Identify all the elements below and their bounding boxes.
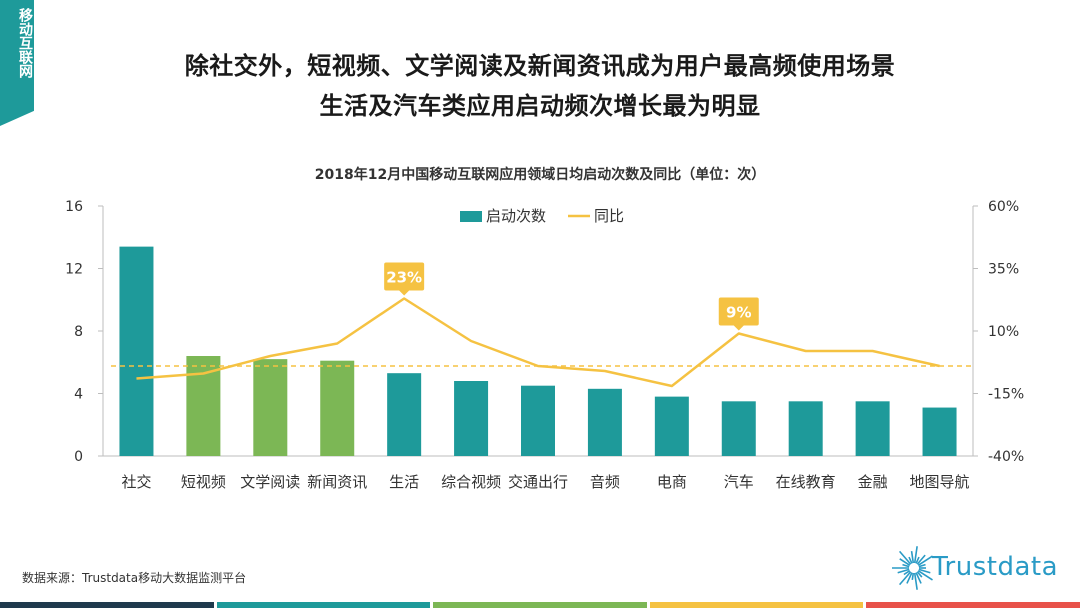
category-label: 地图导航 bbox=[910, 473, 970, 491]
bar-汽车 bbox=[721, 401, 756, 456]
yoy-line bbox=[136, 297, 940, 388]
sunburst-ray bbox=[916, 554, 926, 565]
left-tick-label: 12 bbox=[65, 262, 83, 278]
right-tick-label: -15% bbox=[988, 387, 1024, 403]
sunburst-ray bbox=[913, 572, 918, 590]
footer-segment bbox=[216, 602, 431, 608]
right-tick-label: -40% bbox=[988, 449, 1024, 465]
left-tick-label: 16 bbox=[65, 199, 83, 215]
category-label: 新闻资讯 bbox=[307, 473, 367, 491]
annotation-label: 9% bbox=[726, 304, 751, 322]
category-label: 社交 bbox=[121, 473, 151, 491]
category-label: 生活 bbox=[389, 473, 419, 491]
legend-bar-label: 启动次数 bbox=[486, 207, 546, 225]
legend-bar-swatch bbox=[460, 211, 482, 222]
sunburst-ray bbox=[915, 572, 922, 584]
footer-color-bar bbox=[0, 602, 1080, 608]
category-label: 短视频 bbox=[181, 473, 226, 491]
sunburst-ray bbox=[910, 551, 915, 564]
annotation-pointer bbox=[733, 325, 744, 331]
category-label: 音频 bbox=[590, 473, 620, 491]
sunburst-ray bbox=[913, 546, 918, 564]
category-label: 交通出行 bbox=[508, 473, 568, 491]
sunburst-ray bbox=[915, 556, 920, 564]
right-tick-label: 10% bbox=[988, 324, 1019, 340]
left-tick-label: 4 bbox=[74, 387, 83, 403]
sunburst-ray bbox=[918, 563, 926, 568]
sunburst-ray bbox=[916, 571, 923, 578]
left-tick-label: 0 bbox=[74, 449, 83, 465]
sunburst-icon bbox=[892, 546, 933, 590]
trustdata-logo: Trustdata bbox=[892, 536, 1072, 596]
sunburst-ray bbox=[906, 572, 913, 584]
footer-segment bbox=[433, 602, 647, 608]
annotation-box bbox=[384, 262, 425, 291]
sunburst-ray bbox=[917, 555, 933, 566]
sunburst-ray bbox=[911, 572, 915, 580]
bar-文学阅读 bbox=[253, 359, 288, 456]
category-label: 文学阅读 bbox=[240, 473, 300, 491]
annotation-box bbox=[718, 297, 759, 326]
category-label: 汽车 bbox=[724, 473, 754, 491]
sunburst-ray bbox=[899, 558, 911, 566]
bar-生活 bbox=[387, 373, 422, 456]
chart: 0 4 8 12 16 -40% -15% 10% 35% 60% 社交 短视频 文学阅读 新闻资讯 生活 综… bbox=[65, 199, 1024, 491]
section-tag: 移动互联网 bbox=[0, 0, 34, 126]
annotation-pointer bbox=[399, 290, 410, 296]
bar-金融 bbox=[855, 401, 890, 456]
bar-综合视频 bbox=[454, 381, 489, 456]
sunburst-ray bbox=[898, 550, 912, 565]
bar-交通出行 bbox=[521, 385, 555, 456]
footer-segment bbox=[649, 602, 864, 608]
category-label: 金融 bbox=[858, 473, 888, 491]
category-label: 在线教育 bbox=[776, 473, 836, 491]
logo-text: Trustdata bbox=[932, 552, 1059, 582]
sunburst-ray bbox=[917, 570, 933, 581]
bar-社交 bbox=[119, 246, 154, 456]
right-tick-label: 35% bbox=[988, 262, 1019, 278]
sunburst-ray bbox=[897, 568, 910, 574]
right-tick-label: 60% bbox=[988, 199, 1019, 215]
sunburst-ray bbox=[918, 568, 931, 574]
section-tag-text: 移动互联网 bbox=[17, 8, 33, 78]
data-source: 数据来源：Trustdata移动大数据监测平台 bbox=[22, 571, 247, 585]
sunburst-ray bbox=[902, 563, 910, 568]
bar-新闻资讯 bbox=[320, 360, 355, 456]
chart-title: 2018年12月中国移动互联网应用领域日均启动次数及同比（单位：次） bbox=[314, 167, 766, 183]
sunburst-ray bbox=[903, 570, 911, 576]
bar-在线教育 bbox=[788, 401, 823, 456]
sunburst-ray bbox=[898, 571, 912, 586]
bar-地图导航 bbox=[922, 407, 957, 456]
footer-segment bbox=[866, 602, 1080, 608]
headline-line-1: 除社交外，短视频、文学阅读及新闻资讯成为用户最高频使用场景 bbox=[184, 52, 896, 80]
legend-line-label: 同比 bbox=[594, 207, 624, 225]
left-tick-label: 8 bbox=[74, 324, 83, 340]
annotation-label: 23% bbox=[386, 269, 422, 287]
headline-line-2: 生活及汽车类应用启动频次增长最为明显 bbox=[319, 92, 761, 120]
footer-segment bbox=[0, 602, 214, 608]
bar-音频 bbox=[587, 388, 622, 456]
category-label: 综合视频 bbox=[441, 473, 501, 491]
bar-电商 bbox=[654, 396, 689, 456]
sunburst-ray bbox=[908, 556, 913, 564]
category-label: 电商 bbox=[657, 473, 687, 491]
